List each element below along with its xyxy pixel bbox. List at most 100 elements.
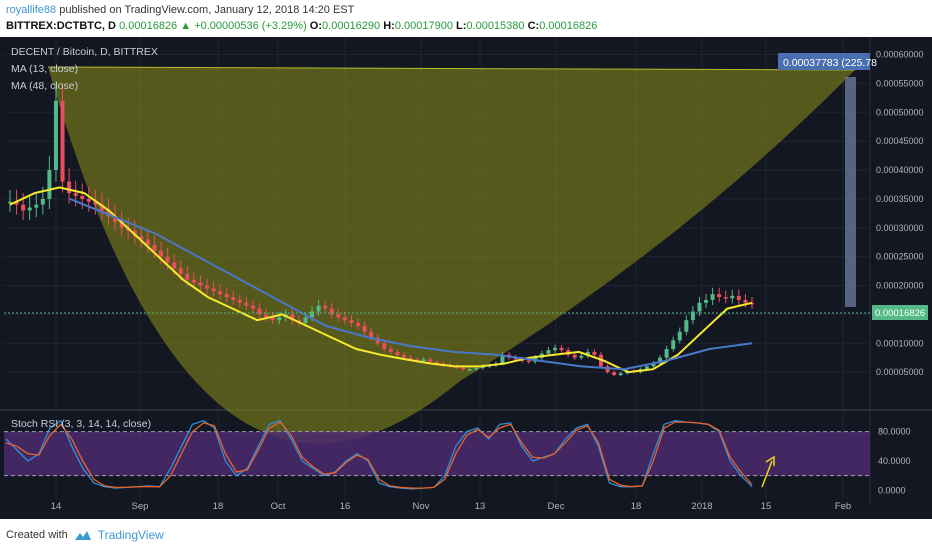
candle-body [421,359,426,361]
tradingview-brand-link[interactable]: TradingView [97,528,164,542]
time-tick-label: 15 [761,501,772,512]
candle-body [8,201,12,204]
stoch-rsi-tick-label: 80.0000 [878,427,911,437]
candle-body [86,198,91,202]
candle-body [704,299,709,303]
candle-body [47,170,52,199]
stoch-rsi-tick-label: 40.0000 [878,456,911,466]
candle-body [736,295,741,300]
candle-body [316,305,321,312]
candle-body [697,302,702,312]
candle-body [644,366,649,370]
candle-body [546,350,551,354]
candle-body [211,288,216,292]
footer: Created with TradingView [6,526,164,544]
low-value: 0.00015380 [466,20,525,32]
chart-canvas[interactable]: 0.00060000 0.00055000 0.00050000 0.00045000… [0,37,932,519]
time-tick-label: Feb [835,501,851,512]
candle-body [395,351,400,355]
candle-body [572,354,577,358]
candle-body [717,294,722,298]
open-value: 0.00016290 [322,20,381,32]
price-tag-bg [872,305,928,320]
author-link[interactable]: royallife88 [6,4,57,16]
candle-body [388,349,393,352]
candle-body [191,279,196,283]
candle-body [231,297,236,300]
close-label: C: [527,20,540,32]
candle-body [690,311,695,321]
candle-body [73,193,78,197]
candle-body [99,204,104,211]
candle-body [257,308,262,315]
candle-body [27,207,32,211]
published-text: published on TradingView.com, January 12… [59,4,355,16]
candle-body [677,331,682,341]
candle-body [178,268,183,274]
time-tick-label: 16 [340,501,351,512]
candle-body [303,317,308,324]
ohlc-line: BITTREX:DCTBTC, D 0.00016826 ▲ +0.000005… [6,20,597,34]
measure-tag-label: 0.00037783 (225.78 [783,57,877,69]
time-tick-label: 2018 [691,501,712,512]
candle-body [21,204,26,211]
price-tick-label: 0.00045000 [876,136,924,146]
price-tick-label: 0.00025000 [876,252,924,262]
candle-body [730,295,735,299]
created-with-text: Created with [6,529,68,541]
candle-body [474,368,479,370]
candle-body [204,285,209,289]
candle-body [434,361,439,364]
stoch-rsi-legend: Stoch RSI (3, 3, 14, 14, close) [11,418,151,430]
candle-body [612,372,617,376]
stoch-rsi-band [4,431,870,476]
candle-body [113,216,118,222]
candle-body [605,366,610,373]
candle-body [80,196,85,199]
candle-body [467,369,472,371]
candle-body [664,349,669,358]
price-tick-label: 0.00005000 [876,367,924,377]
last-price: 0.00016826 [119,20,178,32]
time-tick-label: 14 [51,501,62,512]
price-tick-label: 0.00020000 [876,281,924,291]
candle-body [342,317,347,321]
tradingview-logo-icon [74,531,91,540]
candle-body [40,198,45,205]
candle-body [526,360,531,363]
high-label: H: [383,20,395,32]
candle-body [172,262,177,269]
candle-body [618,373,623,376]
time-tick-label: 13 [475,501,486,512]
candle-body [684,320,689,332]
up-arrow-head-icon [765,455,775,466]
price-tick-label: 0.00060000 [876,50,924,60]
candle-body [579,355,584,358]
candle-body [592,351,597,355]
cup-pattern-shape [48,67,855,444]
time-tick-label: Sep [132,501,149,512]
cup-rim-line [47,66,856,71]
close-value: 0.00016826 [539,20,598,32]
stoch-rsi-tick-label: 0.0000 [878,485,906,495]
candle-body [53,100,58,171]
candle-body [323,305,328,309]
candle-body [408,357,413,360]
candle-body [559,347,564,351]
ma48-line [69,197,753,371]
price-tick-label: 0.00040000 [876,165,924,175]
candle-body [356,323,361,326]
candle-body [119,222,124,228]
price-range-measure [845,77,856,307]
candle-body [461,367,466,370]
publish-line: royallife88 published on TradingView.com… [6,4,354,18]
candle-body [277,317,282,321]
candle-body [218,291,223,295]
candle-body [106,210,111,217]
ma13-legend: MA (13, close) [11,63,78,75]
candle-body [428,359,433,362]
candle-body [93,201,98,205]
candle-body [145,239,150,246]
candle-body [369,331,374,338]
